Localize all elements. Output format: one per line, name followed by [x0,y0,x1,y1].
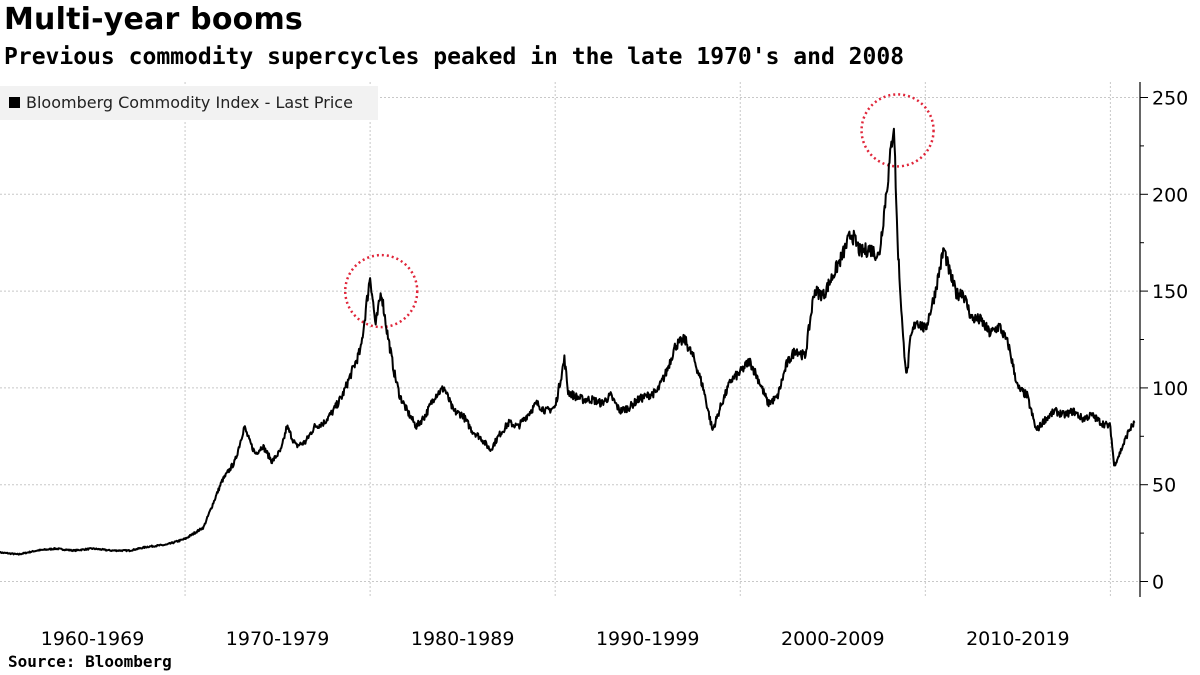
gridlines [0,82,1140,597]
y-axis: 0 50 100 150 200 250 [1139,82,1188,597]
x-tick-label: 1970-1979 [226,628,330,650]
y-tick-label: 0 [1152,572,1164,594]
y-tick-label: 200 [1152,184,1188,206]
legend: Bloomberg Commodity Index - Last Price [0,86,378,120]
x-tick-label: 1990-1999 [596,628,700,650]
chart-subtitle: Previous commodity supercycles peaked in… [4,44,905,70]
legend-swatch [9,97,20,108]
series-layer [0,127,1136,556]
x-tick-label: 1980-1989 [411,628,515,650]
x-axis: 1960-1969 1970-1979 1980-1989 1990-1999 2000… [41,628,1070,650]
peak-highlight-circle [860,93,935,168]
source-note: Source: Bloomberg [8,652,172,671]
peak-highlight-circle [343,253,419,329]
chart-title: Multi-year booms [4,2,303,37]
legend-background [0,86,378,120]
x-tick-label: 2010-2019 [966,628,1070,650]
legend-label: Bloomberg Commodity Index - Last Price [26,93,353,112]
peak-annotations [343,93,935,329]
y-tick-label: 150 [1152,281,1188,303]
x-tick-label: 2000-2009 [781,628,885,650]
series-line [0,127,1136,556]
y-tick-label: 250 [1152,87,1188,109]
x-tick-label: 1960-1969 [41,628,145,650]
y-tick-label: 100 [1152,378,1188,400]
y-tick-label: 50 [1152,475,1176,497]
